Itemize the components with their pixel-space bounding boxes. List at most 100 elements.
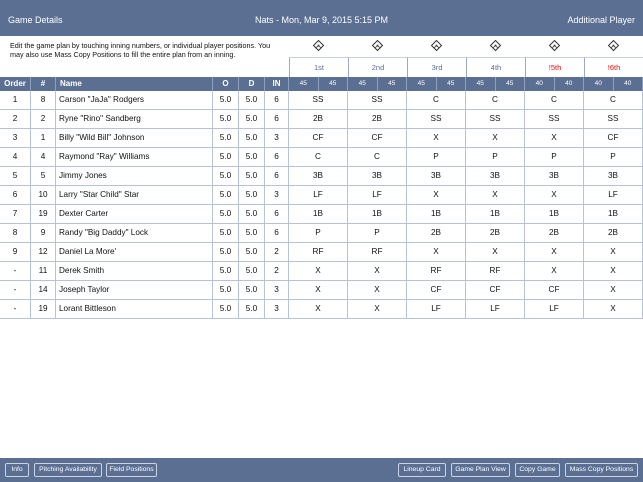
position-cell-inning-4[interactable]: X [466, 243, 525, 262]
inning-header-6[interactable]: !6th [584, 36, 643, 77]
position-cell-inning-3[interactable]: X [407, 243, 466, 262]
position-cell-inning-6[interactable]: X [584, 243, 643, 262]
position-cell-inning-4[interactable]: RF [466, 262, 525, 281]
inning-label[interactable]: !5th [525, 57, 584, 77]
position-cell-inning-1[interactable]: RF [289, 243, 348, 262]
inning-header-2[interactable]: 2nd [348, 36, 407, 77]
player-name-cell[interactable]: Lorant Bittleson [56, 300, 213, 319]
player-row[interactable]: 1 8 Carson "JaJa" Rodgers 5.0 5.0 6 SS SS C C C C [0, 91, 643, 110]
player-row[interactable]: 7 19 Dexter Carter 5.0 5.0 6 1B 1B 1B 1B 1B 1B [0, 205, 643, 224]
copy-game-button[interactable]: Copy Game [515, 463, 560, 477]
inning-diamond[interactable] [407, 36, 466, 56]
field-positions-button[interactable]: Field Positions [106, 463, 157, 477]
player-row[interactable]: 4 4 Raymond "Ray" Williams 5.0 5.0 6 C C P P P P [0, 148, 643, 167]
position-cell-inning-5[interactable]: 3B [525, 167, 584, 186]
position-cell-inning-1[interactable]: P [289, 224, 348, 243]
game-details-button[interactable]: Game Details [8, 15, 63, 25]
position-cell-inning-5[interactable]: X [525, 186, 584, 205]
position-cell-inning-1[interactable]: CF [289, 129, 348, 148]
position-cell-inning-3[interactable]: C [407, 91, 466, 110]
game-plan-view-button[interactable]: Game Plan View [451, 463, 510, 477]
player-row[interactable]: -11 Derek Smith 5.0 5.0 2 X X RF RF X X [0, 262, 643, 281]
position-cell-inning-4[interactable]: C [466, 91, 525, 110]
inning-diamond[interactable] [348, 36, 407, 56]
inning-diamond[interactable] [584, 36, 643, 56]
position-cell-inning-2[interactable]: LF [348, 186, 407, 205]
inning-header-5[interactable]: !5th [525, 36, 584, 77]
position-cell-inning-6[interactable]: X [584, 281, 643, 300]
player-name-cell[interactable]: Randy "Big Daddy" Lock [56, 224, 213, 243]
player-name-cell[interactable]: Raymond "Ray" Williams [56, 148, 213, 167]
player-name-cell[interactable]: Ryne "Rino" Sandberg [56, 110, 213, 129]
info-button[interactable]: Info [5, 463, 29, 477]
position-cell-inning-5[interactable]: X [525, 243, 584, 262]
player-row[interactable]: 6 10 Larry "Star Child" Star 5.0 5.0 3 LF LF X X X… [0, 186, 643, 205]
player-name-cell[interactable]: Jimmy Jones [56, 167, 213, 186]
player-name-cell[interactable]: Joseph Taylor [56, 281, 213, 300]
position-cell-inning-3[interactable]: LF [407, 300, 466, 319]
position-cell-inning-3[interactable]: CF [407, 281, 466, 300]
position-cell-inning-6[interactable]: LF [584, 186, 643, 205]
position-cell-inning-3[interactable]: 1B [407, 205, 466, 224]
player-name-cell[interactable]: Dexter Carter [56, 205, 213, 224]
additional-player-button[interactable]: Additional Player [567, 15, 635, 25]
inning-diamond[interactable] [289, 36, 348, 56]
position-cell-inning-1[interactable]: 1B [289, 205, 348, 224]
position-cell-inning-2[interactable]: C [348, 148, 407, 167]
position-cell-inning-5[interactable]: 2B [525, 224, 584, 243]
lineup-card-button[interactable]: Lineup Card [398, 463, 446, 477]
position-cell-inning-2[interactable]: 3B [348, 167, 407, 186]
position-cell-inning-2[interactable]: X [348, 281, 407, 300]
position-cell-inning-3[interactable]: 2B [407, 224, 466, 243]
player-row[interactable]: 5 5 Jimmy Jones 5.0 5.0 6 3B 3B 3B 3B 3B 3B [0, 167, 643, 186]
position-cell-inning-6[interactable]: SS [584, 110, 643, 129]
inning-diamond[interactable] [466, 36, 525, 56]
inning-label[interactable]: 2nd [348, 57, 407, 77]
inning-header-3[interactable]: 3rd [407, 36, 466, 77]
position-cell-inning-3[interactable]: 3B [407, 167, 466, 186]
position-cell-inning-6[interactable]: X [584, 262, 643, 281]
position-cell-inning-4[interactable]: 1B [466, 205, 525, 224]
position-cell-inning-3[interactable]: P [407, 148, 466, 167]
inning-label[interactable]: 3rd [407, 57, 466, 77]
inning-header-1[interactable]: 1st [289, 36, 348, 77]
position-cell-inning-2[interactable]: 1B [348, 205, 407, 224]
position-cell-inning-2[interactable]: CF [348, 129, 407, 148]
player-name-cell[interactable]: Larry "Star Child" Star [56, 186, 213, 205]
player-name-cell[interactable]: Derek Smith [56, 262, 213, 281]
position-cell-inning-1[interactable]: X [289, 262, 348, 281]
inning-label[interactable]: 1st [289, 57, 348, 77]
position-cell-inning-6[interactable]: C [584, 91, 643, 110]
position-cell-inning-4[interactable]: CF [466, 281, 525, 300]
player-name-cell[interactable]: Billy "Wild Bill" Johnson [56, 129, 213, 148]
position-cell-inning-5[interactable]: P [525, 148, 584, 167]
position-cell-inning-4[interactable]: 3B [466, 167, 525, 186]
position-cell-inning-3[interactable]: X [407, 186, 466, 205]
position-cell-inning-3[interactable]: RF [407, 262, 466, 281]
position-cell-inning-4[interactable]: P [466, 148, 525, 167]
position-cell-inning-4[interactable]: X [466, 186, 525, 205]
inning-label[interactable]: !6th [584, 57, 643, 77]
position-cell-inning-2[interactable]: X [348, 262, 407, 281]
position-cell-inning-2[interactable]: SS [348, 91, 407, 110]
position-cell-inning-5[interactable]: X [525, 129, 584, 148]
position-cell-inning-5[interactable]: LF [525, 300, 584, 319]
player-row[interactable]: -19 Lorant Bittleson 5.0 5.0 3 X X LF LF LF X [0, 300, 643, 319]
player-row[interactable]: 9 12 Daniel La More' 5.0 5.0 2 RF RF X X X X [0, 243, 643, 262]
position-cell-inning-1[interactable]: X [289, 300, 348, 319]
position-cell-inning-5[interactable]: X [525, 262, 584, 281]
position-cell-inning-5[interactable]: CF [525, 281, 584, 300]
position-cell-inning-1[interactable]: 3B [289, 167, 348, 186]
position-cell-inning-6[interactable]: P [584, 148, 643, 167]
position-cell-inning-4[interactable]: X [466, 129, 525, 148]
position-cell-inning-3[interactable]: SS [407, 110, 466, 129]
player-row[interactable]: 2 2 Ryne "Rino" Sandberg 5.0 5.0 6 2B 2B SS SS SS S… [0, 110, 643, 129]
inning-header-4[interactable]: 4th [466, 36, 525, 77]
position-cell-inning-5[interactable]: C [525, 91, 584, 110]
position-cell-inning-2[interactable]: P [348, 224, 407, 243]
position-cell-inning-1[interactable]: LF [289, 186, 348, 205]
position-cell-inning-1[interactable]: C [289, 148, 348, 167]
position-cell-inning-2[interactable]: RF [348, 243, 407, 262]
position-cell-inning-3[interactable]: X [407, 129, 466, 148]
player-name-cell[interactable]: Carson "JaJa" Rodgers [56, 91, 213, 110]
